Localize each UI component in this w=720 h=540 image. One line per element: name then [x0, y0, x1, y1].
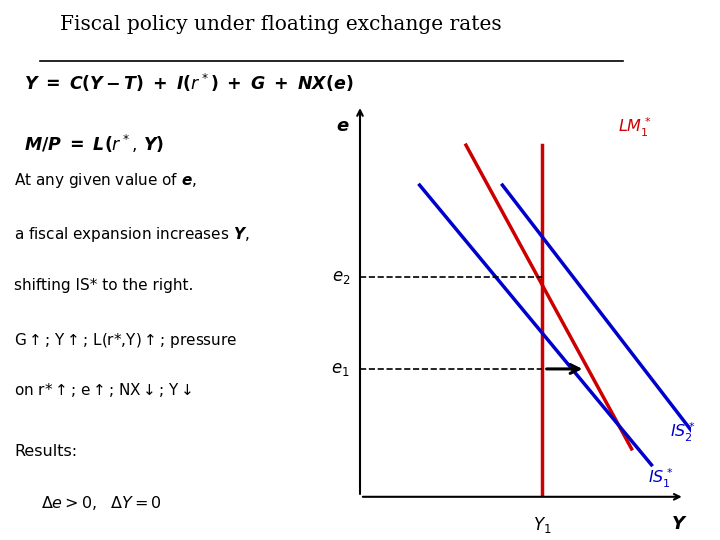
Text: $e_2$: $e_2$ — [332, 268, 350, 286]
Text: $LM_1^*$: $LM_1^*$ — [618, 116, 652, 139]
Text: Y: Y — [672, 515, 685, 533]
Text: $e_1$: $e_1$ — [331, 360, 350, 378]
Text: on r*$\uparrow$; e$\uparrow$; NX$\downarrow$; Y$\downarrow$: on r*$\uparrow$; e$\uparrow$; NX$\downar… — [14, 381, 193, 399]
Text: At any given value of $\boldsymbol{e}$,: At any given value of $\boldsymbol{e}$, — [14, 171, 197, 191]
Text: $\boldsymbol{M/P\ =\ L(r^*,\,Y)}$: $\boldsymbol{M/P\ =\ L(r^*,\,Y)}$ — [24, 133, 164, 156]
Text: a fiscal expansion increases $\boldsymbol{Y}$,: a fiscal expansion increases $\boldsymbo… — [14, 225, 250, 244]
Text: $IS_2^*$: $IS_2^*$ — [670, 421, 695, 444]
Text: shifting IS* to the right.: shifting IS* to the right. — [14, 278, 194, 293]
Text: $\Delta e > 0,\ \ \Delta Y = 0$: $\Delta e > 0,\ \ \Delta Y = 0$ — [41, 494, 161, 512]
Text: $Y_1$: $Y_1$ — [533, 515, 552, 535]
Text: Fiscal policy under floating exchange rates: Fiscal policy under floating exchange ra… — [60, 15, 502, 33]
Text: G$\uparrow$; Y$\uparrow$; L(r*,Y)$\uparrow$; pressure: G$\uparrow$; Y$\uparrow$; L(r*,Y)$\uparr… — [14, 331, 238, 350]
Text: $IS_1^*$: $IS_1^*$ — [648, 467, 674, 490]
Text: $\boldsymbol{Y\ =\ C(Y-T)\ +\ I(r^*)\ +\ G\ +\ NX(e)}$: $\boldsymbol{Y\ =\ C(Y-T)\ +\ I(r^*)\ +\… — [24, 72, 354, 94]
Text: Results:: Results: — [14, 444, 78, 459]
Text: e: e — [336, 117, 348, 135]
